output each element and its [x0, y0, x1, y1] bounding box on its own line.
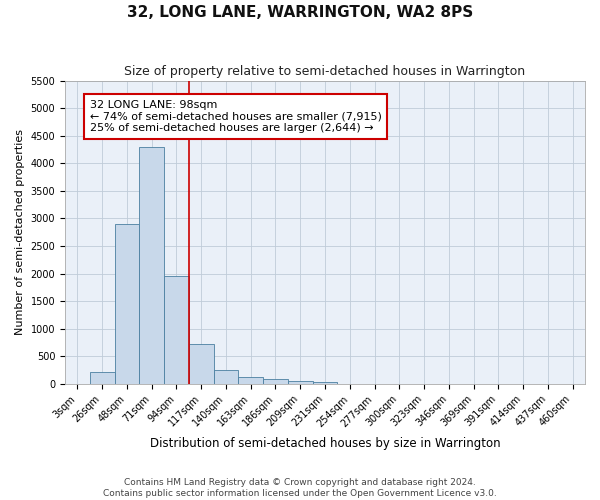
Bar: [164, 276, 189, 384]
Bar: [313, 382, 337, 384]
Bar: [214, 370, 238, 384]
Text: Contains HM Land Registry data © Crown copyright and database right 2024.
Contai: Contains HM Land Registry data © Crown c…: [103, 478, 497, 498]
Text: 32 LONG LANE: 98sqm
← 74% of semi-detached houses are smaller (7,915)
25% of sem: 32 LONG LANE: 98sqm ← 74% of semi-detach…: [90, 100, 382, 133]
Bar: [90, 372, 115, 384]
Bar: [189, 344, 214, 384]
X-axis label: Distribution of semi-detached houses by size in Warrington: Distribution of semi-detached houses by …: [150, 437, 500, 450]
Bar: [263, 379, 288, 384]
Text: 32, LONG LANE, WARRINGTON, WA2 8PS: 32, LONG LANE, WARRINGTON, WA2 8PS: [127, 5, 473, 20]
Bar: [139, 146, 164, 384]
Bar: [115, 224, 139, 384]
Title: Size of property relative to semi-detached houses in Warrington: Size of property relative to semi-detach…: [124, 65, 526, 78]
Bar: [288, 380, 313, 384]
Y-axis label: Number of semi-detached properties: Number of semi-detached properties: [15, 129, 25, 335]
Bar: [238, 378, 263, 384]
